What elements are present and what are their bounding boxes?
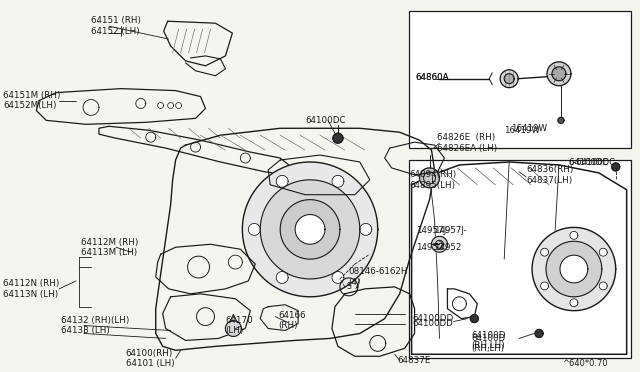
Polygon shape <box>225 321 241 336</box>
Polygon shape <box>243 162 378 297</box>
Text: 64894(RH)
64895(LH): 64894(RH) 64895(LH) <box>410 170 457 189</box>
Polygon shape <box>360 224 372 235</box>
Polygon shape <box>295 215 325 244</box>
Text: 64170
(LH): 64170 (LH) <box>225 316 253 335</box>
Polygon shape <box>560 255 588 283</box>
Polygon shape <box>260 180 360 279</box>
Text: 64112M (RH)
64113M (LH): 64112M (RH) 64113M (LH) <box>81 238 138 257</box>
Polygon shape <box>570 299 578 307</box>
Polygon shape <box>558 118 564 123</box>
Text: 64837E: 64837E <box>397 356 431 365</box>
Polygon shape <box>532 227 616 311</box>
Text: 64826E  (RH)
64826EA (LH): 64826E (RH) 64826EA (LH) <box>438 134 498 153</box>
Polygon shape <box>500 70 518 88</box>
Bar <box>408 11 630 148</box>
Text: 64860A: 64860A <box>415 73 449 82</box>
Polygon shape <box>541 248 548 256</box>
Text: 08146-6162H
(4): 08146-6162H (4) <box>348 267 408 287</box>
Polygon shape <box>541 282 548 290</box>
Bar <box>408 160 630 358</box>
Polygon shape <box>546 241 602 297</box>
Text: 64100D
(RH,LH): 64100D (RH,LH) <box>471 331 506 350</box>
Text: 16419W: 16419W <box>504 126 540 135</box>
Text: 14952: 14952 <box>435 243 462 252</box>
Polygon shape <box>276 175 288 187</box>
Text: 14957J-: 14957J- <box>415 226 449 235</box>
Polygon shape <box>552 67 566 81</box>
Text: 64100DC: 64100DC <box>305 116 346 125</box>
Polygon shape <box>504 74 514 84</box>
Text: 14957J-: 14957J- <box>435 226 467 235</box>
Polygon shape <box>280 200 340 259</box>
Text: o-64100DC: o-64100DC <box>569 158 616 167</box>
Text: ^640*0.70: ^640*0.70 <box>562 359 607 368</box>
Text: 64132 (RH)(LH)
64133 (LH): 64132 (RH)(LH) 64133 (LH) <box>61 316 129 335</box>
Polygon shape <box>248 224 260 235</box>
Text: 64166
(RH): 64166 (RH) <box>278 311 306 330</box>
Polygon shape <box>420 168 440 188</box>
Text: 14952: 14952 <box>415 243 444 252</box>
Text: S: S <box>346 282 351 291</box>
Text: 64100DC: 64100DC <box>564 158 608 167</box>
Polygon shape <box>431 236 447 252</box>
Text: 64151 (RH)
64152 (LH): 64151 (RH) 64152 (LH) <box>91 16 141 36</box>
Polygon shape <box>599 282 607 290</box>
Polygon shape <box>547 62 571 86</box>
Text: 64151M (RH)
64152M(LH): 64151M (RH) 64152M(LH) <box>3 91 61 110</box>
Text: 64100(RH)
64101 (LH): 64100(RH) 64101 (LH) <box>126 349 175 368</box>
Polygon shape <box>332 272 344 283</box>
Polygon shape <box>535 330 543 337</box>
Text: 64860A: 64860A <box>415 73 449 82</box>
Polygon shape <box>332 175 344 187</box>
Text: 64100DD: 64100DD <box>413 314 454 323</box>
Text: 16419W: 16419W <box>511 124 547 133</box>
Polygon shape <box>570 231 578 239</box>
Polygon shape <box>276 272 288 283</box>
Polygon shape <box>599 248 607 256</box>
Text: 64112N (RH)
64113N (LH): 64112N (RH) 64113N (LH) <box>3 279 60 299</box>
Polygon shape <box>333 133 343 143</box>
Polygon shape <box>470 315 478 323</box>
Text: 64100DD: 64100DD <box>413 319 453 328</box>
Text: 64836(RH)
64837(LH): 64836(RH) 64837(LH) <box>526 165 573 185</box>
Text: 64100D
(RH,LH): 64100D (RH,LH) <box>471 334 506 353</box>
Polygon shape <box>612 163 620 171</box>
